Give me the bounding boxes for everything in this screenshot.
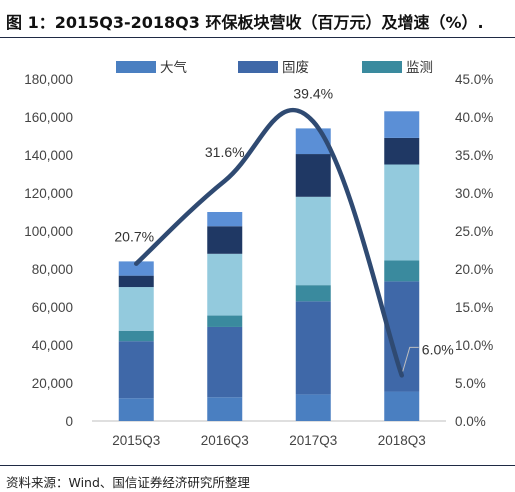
bar-segment (207, 226, 243, 254)
bar-segment (118, 261, 154, 276)
y-left-tick-label: 160,000 (24, 110, 73, 125)
bar-segment (384, 391, 420, 421)
chart: 0 20,000 40,000 60,000 80,000 100,000 120,000 1… (24, 60, 493, 448)
bar-segment (118, 275, 154, 288)
data-labels: 20.7% 31.6% 39.4% 6.0% (114, 86, 454, 372)
bar-segment (295, 285, 331, 302)
growth-line-path (134, 107, 404, 378)
y-left-tick-label: 180,000 (24, 72, 73, 87)
bar-segment (384, 111, 420, 138)
x-tick-label: 2015Q3 (112, 433, 160, 448)
label-leader-line (402, 346, 419, 372)
title-bar: 图 1：2015Q3-2018Q3 环保板块营收（百万元）及增速（%）. (0, 0, 515, 38)
bar-segment (118, 341, 154, 399)
y-right-tick-label: 40.0% (455, 110, 493, 125)
y-right-tick-label: 30.0% (455, 186, 493, 201)
y-right-tick-label: 0.0% (455, 414, 486, 429)
y-right-tick-label: 5.0% (455, 376, 486, 391)
legend-label: 固废 (282, 60, 309, 76)
x-tick-label: 2017Q3 (289, 433, 337, 448)
y-left-tick-label: 60,000 (32, 300, 73, 315)
y-right-tick-label: 45.0% (455, 72, 493, 87)
bar-segment (384, 137, 420, 165)
bar-segment (384, 164, 420, 261)
growth-data-label: 39.4% (293, 86, 333, 102)
bar-segment (118, 287, 154, 331)
y-right-tick-label: 10.0% (455, 338, 493, 353)
y-left-tick-label: 100,000 (24, 224, 73, 239)
growth-data-label: 31.6% (205, 144, 245, 160)
y-left-tick-label: 40,000 (32, 338, 73, 353)
x-tick-label: 2016Q3 (201, 433, 249, 448)
growth-line (134, 107, 404, 378)
source-note: 资料来源：Wind、国信证券经济研究所整理 (6, 475, 250, 490)
chart-title: 图 1：2015Q3-2018Q3 环保板块营收（百万元）及增速（%）. (6, 13, 484, 32)
legend: 大气 固废 监测 (116, 60, 433, 76)
legend-label: 大气 (160, 60, 187, 76)
bar-segment (207, 253, 243, 316)
growth-data-label: 6.0% (422, 341, 454, 357)
x-tick-label: 2018Q3 (378, 433, 426, 448)
y-right-tick-label: 20.0% (455, 262, 493, 277)
bar-segment (207, 315, 243, 327)
bar-segment (295, 394, 331, 421)
growth-data-label: 20.7% (114, 229, 154, 245)
y-left-tick-label: 120,000 (24, 186, 73, 201)
bars (118, 111, 420, 421)
y-left-tick-label: 0 (65, 414, 73, 429)
y-left-tick-label: 140,000 (24, 148, 73, 163)
legend-swatch (116, 61, 156, 73)
y-right-tick-label: 35.0% (455, 148, 493, 163)
bar-segment (118, 398, 154, 421)
y-right-tick-label: 15.0% (455, 300, 493, 315)
y-right-tick-label: 25.0% (455, 224, 493, 239)
bar-segment (295, 301, 331, 395)
bar-segment (295, 196, 331, 286)
source-bar: 资料来源：Wind、国信证券经济研究所整理 (0, 465, 515, 492)
bar-segment (207, 397, 243, 421)
y-left-tick-label: 20,000 (32, 376, 73, 391)
bar-segment (207, 326, 243, 398)
bar-segment (384, 260, 420, 282)
legend-label: 监测 (406, 60, 433, 76)
y-left-tick-label: 80,000 (32, 262, 73, 277)
bar-segment (118, 330, 154, 342)
legend-swatch (362, 61, 402, 73)
bar-segment (207, 212, 243, 227)
axes: 0 20,000 40,000 60,000 80,000 100,000 120,000 1… (24, 72, 493, 448)
legend-swatch (238, 61, 278, 73)
bar-segment (295, 154, 331, 197)
